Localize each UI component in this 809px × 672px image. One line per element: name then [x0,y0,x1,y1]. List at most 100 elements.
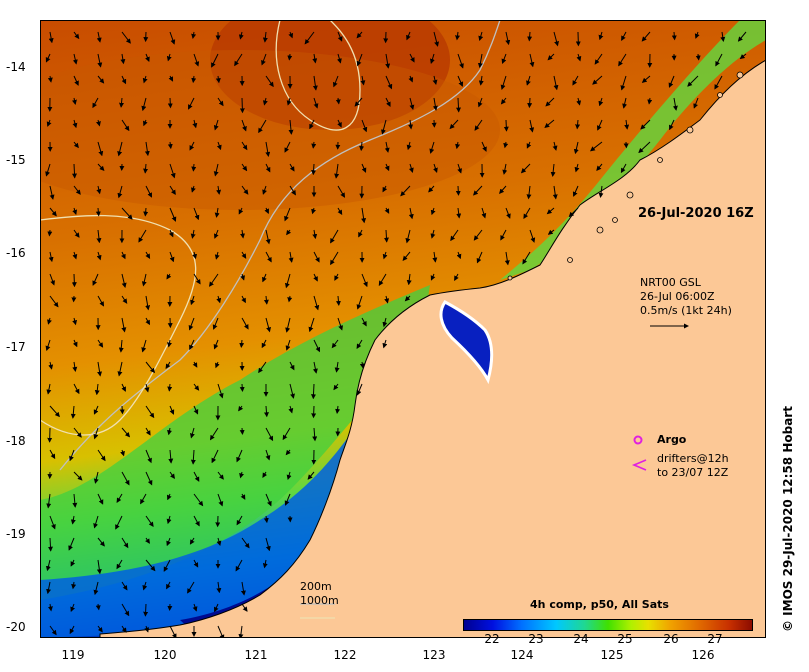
current-vector [211,449,219,464]
current-vector [140,493,147,505]
current-vector [406,141,412,151]
current-vector [92,273,99,286]
current-vector [430,207,436,216]
current-vector [97,53,103,68]
current-vector [73,471,83,481]
current-vector [48,31,54,44]
current-vector [596,163,603,171]
current-vector [118,339,124,353]
current-vector [474,119,483,131]
current-vector [408,75,414,83]
current-vector [457,163,463,174]
current-vector [214,603,219,613]
current-vector [93,471,99,484]
current-vector [310,383,316,400]
current-vector [138,229,147,243]
current-vector [97,295,104,307]
current-vector [313,273,318,282]
current-vector [121,273,127,288]
current-vector [121,625,127,633]
current-vector [455,97,461,113]
current-vector [96,31,102,43]
current-vector [95,603,101,611]
current-vector [433,163,438,173]
current-vector [450,229,459,242]
current-vector [145,559,156,572]
islands [507,71,744,281]
current-vector [358,229,363,238]
current-vector [598,185,604,198]
current-vector [115,515,123,530]
current-vector [121,251,126,260]
current-vector [361,273,368,288]
current-vector [166,493,172,501]
current-vector [120,449,125,457]
current-vector [216,295,222,304]
current-vector [672,97,678,111]
current-vector [169,405,175,415]
current-vector [286,97,292,106]
current-vector [166,581,171,590]
current-vector [693,97,699,109]
current-vector [455,141,461,150]
current-vector [382,317,388,328]
current-vector [45,53,51,63]
contour-200m [59,20,501,471]
current-vector [687,75,699,87]
current-vector [236,515,243,526]
current-vector [241,537,250,549]
current-vector [144,141,150,157]
current-vector [333,383,339,391]
current-vector [73,31,80,40]
current-vector [312,75,318,91]
sst-map[interactable] [40,20,766,638]
current-vector [97,625,103,633]
current-vector [169,625,177,638]
current-vector [188,97,195,110]
colorbar-tick: 25 [617,632,633,646]
current-scale-label: 0.5m/s (1kt 24h) [640,304,732,317]
current-vector [408,119,414,130]
current-vector [165,361,171,369]
current-vector [97,339,104,348]
current-vector [239,97,245,114]
current-vector [309,119,315,130]
current-vector [168,75,174,82]
current-vector [428,185,435,193]
current-vector [48,251,54,263]
colorbar-tick: 22 [484,632,500,646]
current-vector [265,251,272,263]
current-vector [547,229,555,235]
current-vector [668,75,675,88]
current-vector [404,295,411,302]
current-vector [45,339,51,352]
current-vector [145,317,150,326]
current-vector [552,141,558,151]
current-vector [477,53,483,69]
current-vector [46,119,52,127]
current-vector [169,31,176,45]
current-vector [144,625,150,633]
current-vector [552,185,558,200]
current-vector [553,31,559,47]
current-vector [215,75,221,84]
current-vector [402,251,411,261]
map-timestamp: 26-Jul-2020 16Z [638,206,754,221]
current-vector [312,427,318,442]
current-vector [93,427,99,440]
current-vector [284,493,291,506]
current-vector [119,97,124,108]
current-vector [356,53,363,67]
current-vector [526,185,532,200]
current-vector [258,361,267,374]
current-vector [382,185,388,193]
current-vector [598,97,604,107]
current-vector [360,75,366,86]
current-vector [47,603,53,612]
current-vector [167,427,172,436]
current-vector [141,97,147,112]
current-vector [70,515,76,525]
current-vector [334,163,340,179]
current-vector [335,405,341,414]
current-vector [72,493,78,508]
